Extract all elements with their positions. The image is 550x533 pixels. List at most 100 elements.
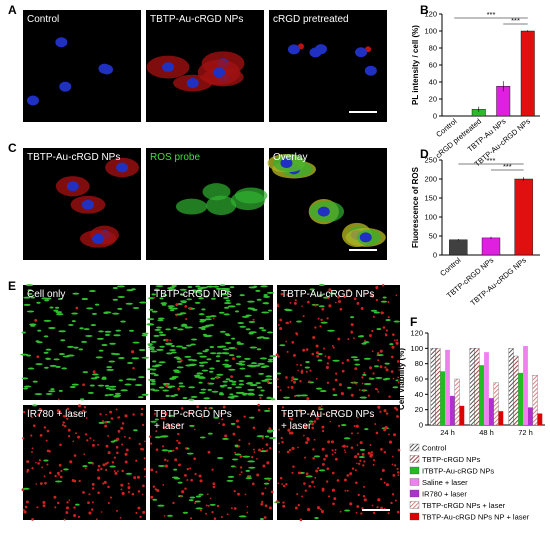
- dead-cell: [282, 484, 286, 488]
- live-cell: [228, 368, 236, 371]
- live-cell: [98, 330, 104, 333]
- dead-cell: [375, 298, 378, 302]
- live-cell: [329, 292, 336, 295]
- live-cell: [350, 316, 355, 319]
- live-cell: [219, 330, 226, 333]
- legend-label: Control: [422, 444, 447, 453]
- bar: [474, 348, 480, 426]
- legend-label: TBTP-Au-cRGD NPs NP + laser: [422, 513, 530, 522]
- dead-cell: [265, 443, 269, 446]
- dead-cell: [204, 406, 207, 410]
- image-panel: TBTP-cRGD NPs: [146, 284, 277, 401]
- dead-cell: [363, 460, 366, 463]
- dead-cell: [312, 456, 315, 460]
- legend-label: TBTP-cRGD NPs: [422, 455, 481, 464]
- live-cell: [266, 397, 274, 400]
- dead-cell: [70, 414, 73, 417]
- legend-swatch: [409, 443, 420, 452]
- dead-cell: [39, 482, 43, 485]
- dead-cell: [237, 445, 241, 448]
- live-cell: [190, 289, 198, 292]
- live-cell: [224, 333, 230, 336]
- nucleus: [186, 78, 199, 89]
- dead-cell: [390, 355, 394, 359]
- dead-cell: [286, 293, 290, 297]
- dead-cell: [350, 446, 354, 449]
- live-cell: [361, 342, 367, 345]
- live-cell: [224, 288, 231, 291]
- dead-cell: [287, 386, 290, 389]
- live-cell: [237, 322, 245, 325]
- image-label: Overlay: [273, 152, 307, 163]
- dead-cell: [222, 405, 226, 409]
- live-cell: [363, 341, 370, 344]
- dead-cell: [153, 296, 156, 299]
- legend-swatch: [409, 512, 420, 521]
- live-cell: [171, 351, 177, 354]
- dead-cell: [279, 476, 283, 480]
- dead-cell: [395, 408, 399, 411]
- dead-cell: [294, 299, 297, 302]
- dead-cell: [269, 446, 272, 450]
- live-cell: [25, 284, 34, 287]
- bar: [459, 405, 465, 425]
- dead-cell: [350, 323, 354, 327]
- dead-cell: [133, 476, 137, 480]
- live-cell: [151, 380, 156, 383]
- live-cell: [245, 469, 251, 472]
- dead-cell: [172, 449, 175, 452]
- dead-cell: [252, 318, 255, 321]
- dead-cell: [331, 344, 334, 347]
- live-cell: [150, 420, 157, 423]
- dead-cell: [167, 423, 171, 427]
- dead-cell: [90, 508, 94, 511]
- dead-cell: [175, 303, 179, 307]
- dead-cell: [91, 462, 95, 465]
- live-cell: [196, 372, 203, 375]
- dead-cell: [362, 390, 365, 393]
- dead-cell: [326, 413, 329, 416]
- dead-cell: [124, 452, 128, 456]
- live-cell: [234, 444, 239, 447]
- dead-cell: [205, 512, 208, 515]
- dead-cell: [279, 326, 283, 331]
- live-cell: [222, 437, 229, 440]
- image-panel: Overlay: [267, 148, 387, 260]
- dead-cell: [302, 348, 306, 352]
- live-cell: [175, 345, 183, 348]
- live-cell: [264, 435, 270, 438]
- dead-cell: [109, 410, 113, 414]
- dead-cell: [175, 446, 179, 450]
- nucleus: [355, 47, 368, 58]
- dead-cell: [349, 502, 353, 506]
- live-cell: [149, 372, 156, 375]
- y-tick-label: 120: [410, 329, 423, 338]
- live-cell: [255, 289, 261, 292]
- live-cell: [167, 514, 173, 517]
- live-cell: [82, 371, 89, 374]
- live-cell: [213, 416, 220, 419]
- live-cell: [358, 335, 364, 338]
- live-cell: [267, 358, 274, 361]
- y-tick-label: 40: [429, 78, 437, 87]
- dead-cell: [120, 488, 123, 491]
- dead-cell: [123, 435, 126, 438]
- live-cell: [318, 305, 325, 308]
- dead-cell: [92, 439, 95, 442]
- dead-cell: [279, 389, 282, 392]
- dead-cell: [321, 462, 325, 466]
- panel-letter: A: [8, 3, 17, 17]
- live-cell: [227, 386, 233, 389]
- live-cell: [50, 388, 55, 391]
- dead-cell: [164, 458, 167, 461]
- live-cell: [124, 383, 132, 386]
- y-tick-label: 150: [424, 194, 437, 203]
- dead-cell: [391, 345, 395, 349]
- y-tick-label: 0: [433, 112, 437, 121]
- live-cell: [184, 355, 192, 358]
- dead-cell: [87, 501, 90, 505]
- dead-cell: [311, 480, 315, 484]
- dead-cell: [305, 370, 308, 373]
- live-cell: [138, 396, 144, 399]
- live-cell: [197, 289, 203, 292]
